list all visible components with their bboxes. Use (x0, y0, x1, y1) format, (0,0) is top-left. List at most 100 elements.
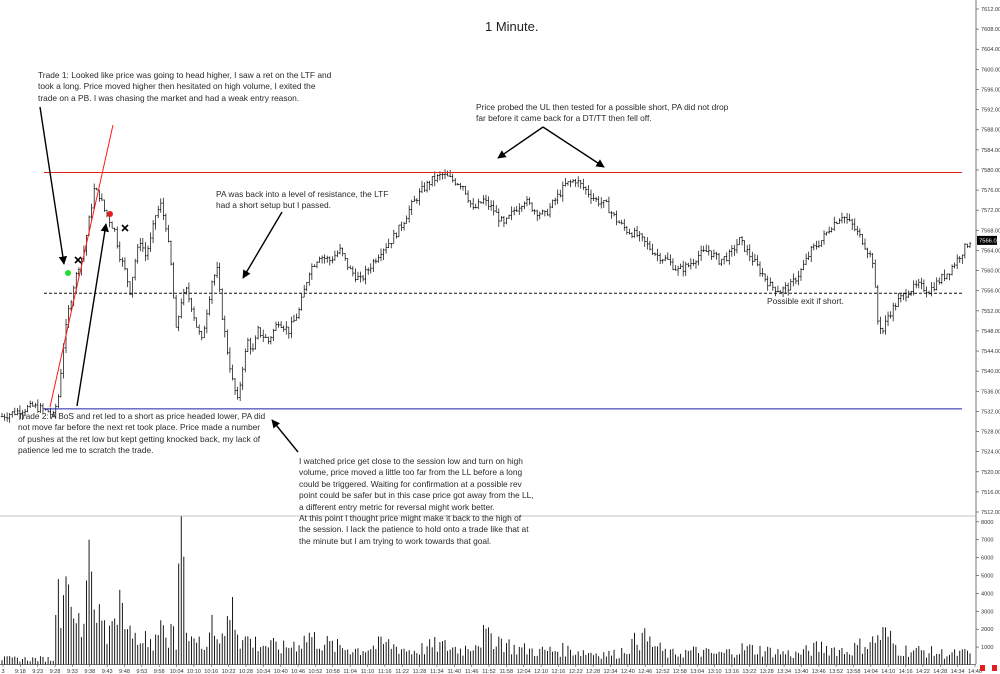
time-tick-label: 11:16 (378, 669, 392, 674)
time-tick-label: 9:53 (136, 669, 147, 674)
time-tick-label: 10:52 (308, 669, 322, 674)
arrow-resistance (242, 211, 283, 279)
time-tick-label: 3 (1, 669, 4, 674)
current-price-label: 7566.00 (979, 238, 1000, 244)
time-tick-label: 12:40 (621, 669, 635, 674)
price-tick-label: 7512.00 (981, 510, 1000, 516)
time-tick-label: 13:40 (794, 669, 808, 674)
price-tick-label: 7524.00 (981, 450, 1000, 456)
candlestick-series (0, 169, 972, 423)
price-tick-label: 7528.00 (981, 430, 1000, 436)
time-tick-label: 14:40 (968, 669, 982, 674)
time-tick-label: 12:10 (534, 669, 548, 674)
price-tick-label: 7544.00 (981, 349, 1000, 355)
time-tick-label: 12:22 (569, 669, 583, 674)
level-lines (44, 171, 962, 410)
annotation-trade1: Trade 1: Looked like price was going to … (38, 70, 332, 103)
price-tick-label: 7536.00 (981, 389, 1000, 395)
price-tick-label: 7584.00 (981, 148, 1000, 154)
volume-tick-label: 7000 (981, 538, 993, 544)
time-tick-label: 13:10 (708, 669, 722, 674)
price-tick-label: 7548.00 (981, 329, 1000, 335)
volume-tick-label: 6000 (981, 556, 993, 562)
price-tick-label: 7540.00 (981, 369, 1000, 375)
volume-series (1, 516, 971, 665)
price-tick-label: 7532.00 (981, 409, 1000, 415)
short-entry-dot (107, 211, 113, 217)
price-tick-label: 7568.00 (981, 228, 1000, 234)
volume-tick-label: 8000 (981, 520, 993, 526)
time-tick-label: 10:28 (239, 669, 253, 674)
price-tick-label: 7564.00 (981, 248, 1000, 254)
price-tick-label: 7604.00 (981, 47, 1000, 53)
time-tick-label: 14:10 (881, 669, 895, 674)
volume-tick-label: 2000 (981, 627, 993, 633)
arrow-ul-probe-left (497, 126, 544, 159)
price-tick-label: 7592.00 (981, 108, 1000, 114)
time-tick-label: 13:28 (760, 669, 774, 674)
time-tick-label: 9:48 (119, 669, 130, 674)
annotation-trade2: Trade 2: A BoS and ret led to a short as… (18, 411, 266, 456)
time-tick-label: 10:22 (222, 669, 236, 674)
time-tick-label: 11:04 (343, 669, 357, 674)
time-tick-label: 11:28 (413, 669, 427, 674)
time-tick-label: 12:28 (586, 669, 600, 674)
time-tick-label: 11:10 (361, 669, 375, 674)
time-tick-label: 13:04 (690, 669, 704, 674)
time-tick-label: 10:40 (274, 669, 288, 674)
time-tick-label: 12:16 (551, 669, 565, 674)
time-tick-label: 14:22 (916, 669, 930, 674)
arrow-ul-probe-right (542, 126, 605, 168)
price-tick-label: 7612.00 (981, 7, 1000, 13)
price-tick-label: 7552.00 (981, 309, 1000, 315)
time-tick-label: 13:52 (829, 669, 843, 674)
time-tick-label: 13:22 (742, 669, 756, 674)
trend-line (49, 124, 114, 408)
long-entry-dot (65, 270, 71, 276)
time-tick-label: 11:34 (430, 669, 444, 674)
time-tick-label: 14:28 (933, 669, 947, 674)
arrow-trade2 (76, 223, 109, 407)
time-tick-label: 9:38 (84, 669, 95, 674)
annotation-resistance: PA was back into a level of resistance, … (216, 189, 389, 211)
time-tick-label: 10:58 (326, 669, 340, 674)
time-tick-label: 13:16 (725, 669, 739, 674)
price-tick-label: 7596.00 (981, 87, 1000, 93)
arrow-trade1 (39, 106, 68, 265)
annotation-ul-probe: Price probed the UL then tested for a po… (476, 102, 729, 124)
time-tick-label: 10:34 (256, 669, 270, 674)
time-tick-label: 12:58 (673, 669, 687, 674)
annotation-exit: Possible exit if short. (767, 296, 844, 306)
time-tick-label: 12:04 (517, 669, 531, 674)
price-tick-label: 7520.00 (981, 470, 1000, 476)
edge-marker (992, 665, 997, 671)
price-tick-label: 7588.00 (981, 128, 1000, 134)
time-tick-label: 11:46 (465, 669, 479, 674)
time-tick-label: 10:46 (291, 669, 305, 674)
time-tick-label: 12:46 (638, 669, 652, 674)
time-tick-label: 12:34 (604, 669, 618, 674)
time-tick-label: 11:58 (500, 669, 514, 674)
time-tick-label: 13:58 (847, 669, 861, 674)
time-tick-label: 13:34 (777, 669, 791, 674)
price-tick-label: 7580.00 (981, 168, 1000, 174)
volume-tick-label: 4000 (981, 591, 993, 597)
time-tick-label: 10:10 (187, 669, 201, 674)
volume-tick-label: 1000 (981, 645, 993, 651)
time-tick-label: 14:34 (951, 669, 965, 674)
time-tick-label: 11:52 (482, 669, 496, 674)
exit-marker-trade1 (74, 256, 82, 264)
time-tick-label: 12:52 (656, 669, 670, 674)
time-tick-label: 14:04 (864, 669, 878, 674)
price-tick-label: 7600.00 (981, 67, 1000, 73)
current-price-tag: 7566.00 (977, 235, 1000, 245)
time-tick-label: 9:18 (15, 669, 26, 674)
arrow-session-low (271, 419, 299, 453)
chart-title: 1 Minute. (485, 19, 539, 34)
exit-marker-trade2 (121, 224, 129, 232)
time-tick-label: 13:46 (812, 669, 826, 674)
price-tick-label: 7560.00 (981, 269, 1000, 275)
time-tick-label: 11:22 (395, 669, 409, 674)
